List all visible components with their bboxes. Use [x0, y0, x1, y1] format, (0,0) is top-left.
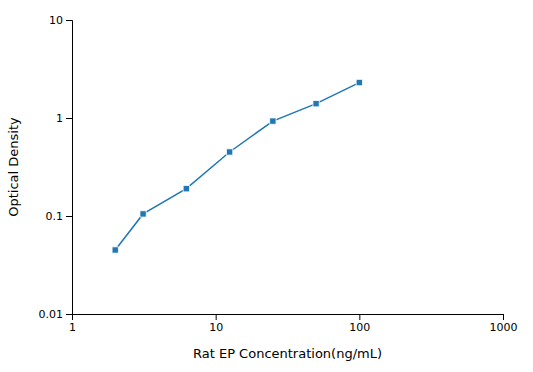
x-tick: 1 [69, 314, 76, 334]
y-tick-label: 10 [49, 14, 63, 27]
x-tick-label: 1000 [490, 321, 518, 334]
x-tick: 100 [349, 314, 370, 334]
marks [112, 79, 362, 253]
plot-area: 1 10 100 1000 0.01 0.1 1 10 [39, 14, 518, 334]
y-tick-label: 1 [56, 112, 63, 125]
x-tick-mark [359, 314, 360, 320]
y-tick-mark [66, 118, 72, 119]
y-tick: 0.01 [39, 308, 73, 321]
y-axis: 0.01 0.1 1 10 [39, 14, 73, 321]
x-tick-label: 1 [69, 321, 76, 334]
point [183, 186, 189, 192]
x-tick-label: 10 [209, 321, 223, 334]
x-tick-label: 100 [349, 321, 370, 334]
x-tick-mark [503, 314, 504, 320]
y-tick-label: 0.1 [46, 210, 64, 223]
chart: 1 10 100 1000 0.01 0.1 1 10 Rat EP Concentration… [0, 0, 533, 372]
y-tick: 1 [56, 112, 72, 125]
point [140, 211, 146, 217]
x-tick: 1000 [490, 314, 518, 334]
y-tick-mark [66, 20, 72, 21]
x-tick: 10 [209, 314, 223, 334]
x-axis-line [73, 315, 504, 321]
y-tick-mark [66, 314, 72, 315]
y-tick-mark [66, 216, 72, 217]
y-tick: 10 [49, 14, 72, 27]
y-axis-line [66, 21, 73, 315]
point [226, 149, 232, 155]
point [270, 118, 276, 124]
x-axis: 1 10 100 1000 [69, 314, 518, 334]
x-axis-label: Rat EP Concentration(ng/mL) [193, 346, 382, 361]
y-tick-label: 0.01 [39, 308, 64, 321]
line [115, 83, 359, 250]
x-tick-mark [216, 314, 217, 320]
point [112, 247, 118, 253]
y-axis-label: Optical Density [6, 117, 21, 217]
y-tick: 0.1 [46, 210, 73, 223]
point [356, 79, 362, 85]
point [313, 101, 319, 107]
